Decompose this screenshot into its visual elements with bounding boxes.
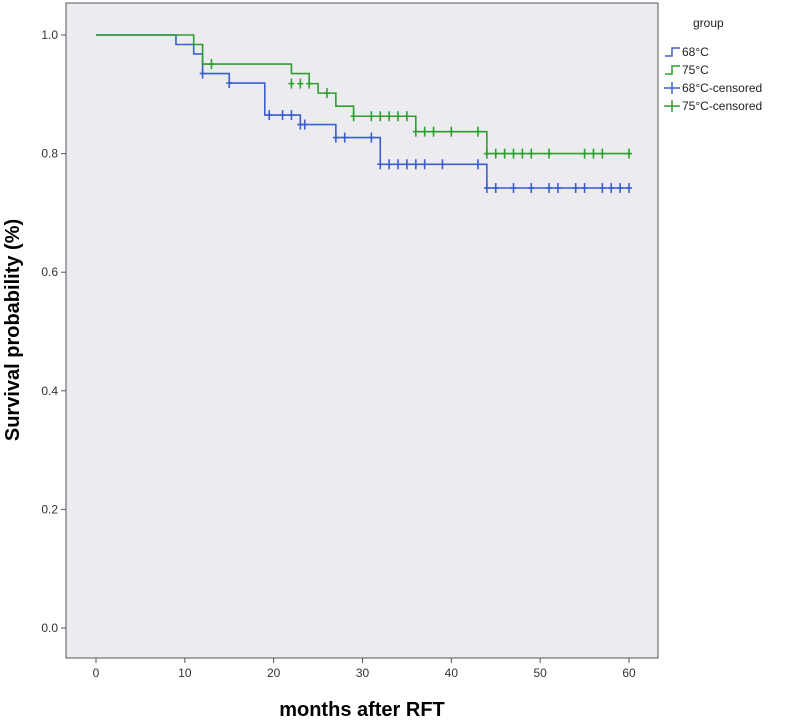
y-tick-label: 0.8 (41, 147, 58, 161)
x-tick-label: 20 (267, 666, 281, 680)
x-tick-label: 0 (93, 666, 100, 680)
x-tick-label: 30 (356, 666, 370, 680)
y-axis-title: Survival probability (%) (2, 219, 24, 441)
plot-area-background (65, 2, 659, 659)
y-tick-label: 0.2 (41, 502, 58, 516)
x-tick-label: 50 (533, 666, 547, 680)
legend-label: 75°C-censored (682, 99, 762, 113)
x-tick-label: 10 (178, 666, 192, 680)
y-tick-label: 0.0 (41, 621, 58, 635)
y-tick-label: 0.6 (41, 265, 58, 279)
legend-swatch-step (665, 47, 680, 57)
legend-label: 68°C-censored (682, 81, 762, 95)
legend-label: 68°C (682, 45, 709, 59)
y-tick-label: 0.4 (41, 384, 58, 398)
x-axis: 0 10 20 30 40 50 60 (93, 658, 636, 680)
y-axis: 0.0 0.2 0.4 0.6 0.8 1.0 (41, 28, 66, 635)
legend-swatch-step (665, 65, 680, 75)
y-tick-label: 1.0 (41, 28, 58, 42)
x-tick-label: 40 (445, 666, 459, 680)
x-tick-label: 60 (622, 666, 636, 680)
legend-title: group (693, 16, 724, 30)
x-axis-title: months after RFT (279, 699, 445, 721)
legend: group 68°C 75°C 68°C-censored 75°C-censored (664, 16, 762, 113)
legend-label: 75°C (682, 63, 709, 77)
series-layer (96, 34, 632, 193)
